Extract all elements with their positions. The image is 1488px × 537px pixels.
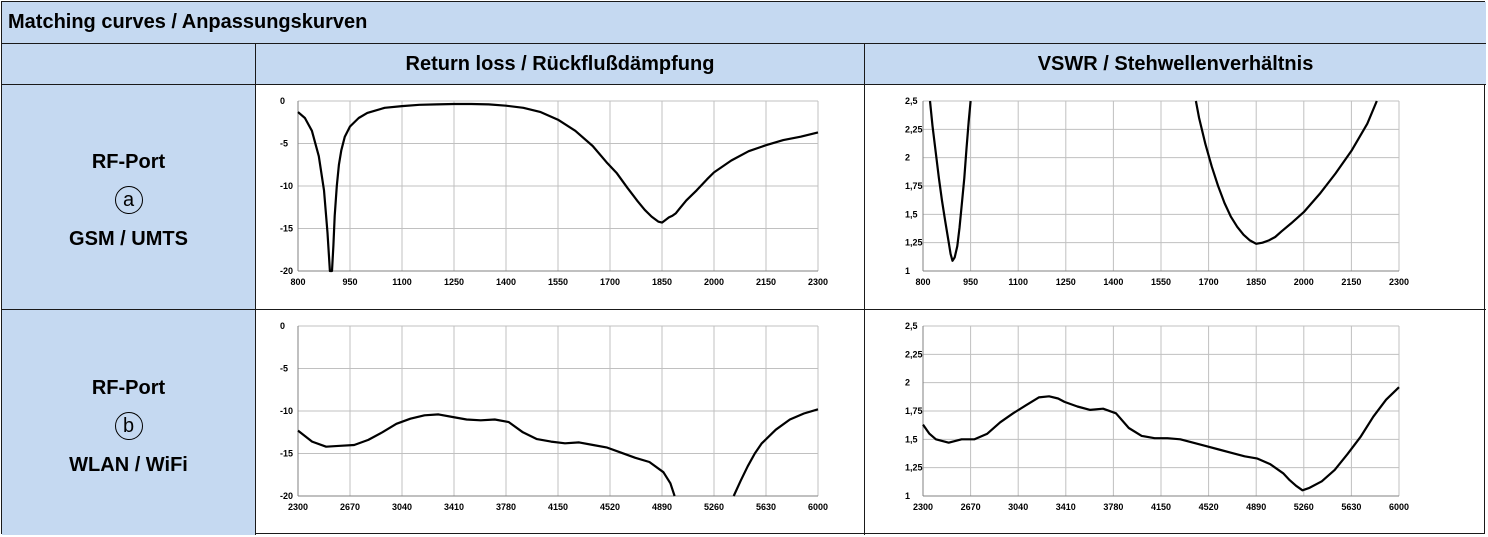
corner-cell (2, 44, 256, 85)
y-tick-label: -10 (280, 406, 293, 416)
x-tick-label: 3410 (444, 502, 464, 512)
x-tick-label: 4150 (1151, 502, 1171, 512)
x-tick-label: 950 (342, 277, 357, 287)
series-line (922, 386, 1400, 492)
x-tick-label: 800 (290, 277, 305, 287)
chart-svg: 800 950 1100 1250 1400 1550 1700 1850 2000 2150 23… (905, 96, 1409, 287)
series-line (928, 100, 972, 262)
x-tick-label: 1400 (1103, 277, 1123, 287)
chart-vswr-b: 2300 2670 3040 3410 3780 4150 4520 4890 5260 5630… (865, 310, 1486, 535)
x-tick-label: 2300 (1389, 277, 1409, 287)
x-tick-label: 5260 (704, 502, 724, 512)
y-tick-label: 2,25 (905, 124, 923, 134)
x-tick-label: 4890 (1246, 502, 1266, 512)
x-tick-label: 1250 (1056, 277, 1076, 287)
x-tick-label: 800 (915, 277, 930, 287)
y-tick-label: 2 (905, 378, 910, 388)
y-tick-label: 1,75 (905, 181, 923, 191)
chart-svg: 2300 2670 3040 3410 3780 4150 4520 4890 5260 5630… (905, 321, 1409, 512)
series-line (297, 413, 676, 497)
x-tick-label: 2000 (704, 277, 724, 287)
y-tick-label: 1,75 (905, 406, 923, 416)
port-b-cell: RF-Port b WLAN / WiFi (2, 310, 256, 535)
x-tick-label: 6000 (808, 502, 828, 512)
y-tick-label: -15 (280, 224, 293, 234)
y-tick-label: -5 (280, 139, 288, 149)
x-tick-label: 1700 (1199, 277, 1219, 287)
y-tick-label: -10 (280, 181, 293, 191)
y-tick-label: 1,5 (905, 209, 918, 219)
series-line (1194, 100, 1378, 245)
y-tick-label: 0 (280, 321, 285, 331)
x-tick-label: 1100 (1008, 277, 1028, 287)
y-tick-label: 0 (280, 96, 285, 106)
chart-return-loss-a: 800 950 1100 1250 1400 1550 1700 1850 2000 2150 23… (256, 85, 865, 310)
x-tick-label: 1550 (1151, 277, 1171, 287)
x-tick-label: 1400 (496, 277, 516, 287)
x-tick-label: 3040 (392, 502, 412, 512)
x-tick-label: 3780 (1103, 502, 1123, 512)
x-tick-label: 4150 (548, 502, 568, 512)
y-tick-label: 1,25 (905, 463, 923, 473)
y-tick-label: 2,5 (905, 321, 918, 331)
chart-svg: 800 950 1100 1250 1400 1550 1700 1850 2000 2150 23… (280, 96, 828, 287)
x-tick-label: 1850 (1246, 277, 1266, 287)
x-tick-label: 5260 (1294, 502, 1314, 512)
y-tick-label: 1,25 (905, 238, 923, 248)
port-a-cell: RF-Port a GSM / UMTS (2, 85, 256, 310)
x-tick-label: 1700 (600, 277, 620, 287)
x-tick-label: 2300 (288, 502, 308, 512)
x-tick-label: 3410 (1056, 502, 1076, 512)
port-a-label: RF-Port (91, 151, 166, 173)
chart-svg: 2300 2670 3040 3410 3780 4150 4520 4890 5260 5630… (280, 321, 828, 512)
series-line (732, 408, 819, 497)
y-tick-label: 1 (905, 491, 910, 501)
x-tick-label: 4520 (600, 502, 620, 512)
y-tick-label: -15 (280, 449, 293, 459)
x-tick-label: 4890 (652, 502, 672, 512)
chart-return-loss-b: 2300 2670 3040 3410 3780 4150 4520 4890 5260 5630… (256, 310, 865, 535)
x-tick-label: 2300 (913, 502, 933, 512)
x-tick-label: 2670 (961, 502, 981, 512)
y-tick-label: -20 (280, 266, 293, 276)
port-a-band: GSM / UMTS (69, 228, 188, 250)
y-tick-label: 2,25 (905, 349, 923, 359)
x-tick-label: 5630 (1341, 502, 1361, 512)
x-tick-label: 1100 (392, 277, 412, 287)
series-line (297, 102, 819, 273)
port-b-marker: b (114, 411, 143, 440)
port-b-band: WLAN / WiFi (69, 453, 188, 476)
column-header-vswr: VSWR / Stehwellenverhältnis (865, 44, 1486, 85)
y-tick-label: 2,5 (905, 96, 918, 106)
x-tick-label: 2150 (756, 277, 776, 287)
x-tick-label: 6000 (1389, 502, 1409, 512)
chart-vswr-a: 800 950 1100 1250 1400 1550 1700 1850 2000 2150 23… (865, 85, 1486, 310)
x-tick-label: 4520 (1199, 502, 1219, 512)
x-tick-label: 1250 (444, 277, 464, 287)
x-tick-label: 3780 (496, 502, 516, 512)
table-title: Matching curves / Anpassungskurven (2, 2, 1486, 44)
x-tick-label: 3040 (1008, 502, 1028, 512)
y-tick-label: 2 (905, 153, 910, 163)
x-tick-label: 2670 (340, 502, 360, 512)
x-tick-label: 950 (963, 277, 978, 287)
x-tick-label: 2300 (808, 277, 828, 287)
y-tick-label: 1 (905, 266, 910, 276)
y-tick-label: 1,5 (905, 434, 918, 444)
y-tick-label: -20 (280, 491, 293, 501)
y-tick-label: -5 (280, 364, 288, 374)
x-tick-label: 5630 (756, 502, 776, 512)
x-tick-label: 2150 (1341, 277, 1361, 287)
x-tick-label: 2000 (1294, 277, 1314, 287)
port-b-label: RF-Port (91, 376, 166, 399)
column-header-return-loss: Return loss / Rückflußdämpfung (256, 44, 865, 85)
port-a-marker: a (114, 186, 143, 214)
x-tick-label: 1850 (652, 277, 672, 287)
x-tick-label: 1550 (548, 277, 568, 287)
